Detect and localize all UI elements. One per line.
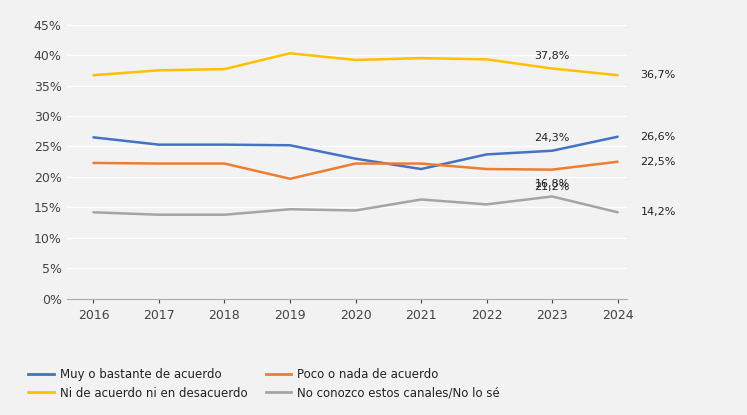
- Text: 24,3%: 24,3%: [534, 133, 570, 143]
- Text: 16,8%: 16,8%: [535, 179, 570, 189]
- Text: 37,8%: 37,8%: [534, 51, 570, 61]
- Text: 22,5%: 22,5%: [641, 157, 676, 167]
- Text: 21,2%: 21,2%: [534, 182, 570, 192]
- Text: 14,2%: 14,2%: [641, 207, 676, 217]
- Legend: Muy o bastante de acuerdo, Ni de acuerdo ni en desacuerdo, Poco o nada de acuerd: Muy o bastante de acuerdo, Ni de acuerdo…: [28, 368, 500, 400]
- Text: 26,6%: 26,6%: [641, 132, 676, 142]
- Text: 36,7%: 36,7%: [641, 70, 676, 80]
